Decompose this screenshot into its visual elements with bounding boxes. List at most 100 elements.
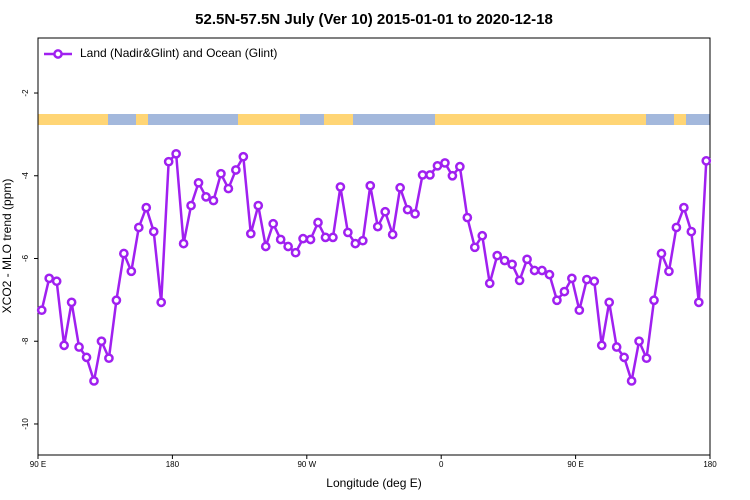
chart-title: 52.5N-57.5N July (Ver 10) 2015-01-01 to … (195, 11, 553, 28)
data-point (425, 170, 435, 180)
x-tick-label: 90 E (567, 460, 583, 469)
data-point (201, 192, 211, 202)
data-point (320, 232, 331, 243)
data-point (626, 376, 637, 386)
data-point (350, 238, 361, 249)
data-point (395, 182, 405, 193)
data-point (611, 342, 622, 352)
data-point (679, 202, 689, 213)
data-point (335, 182, 346, 192)
data-point (231, 165, 241, 175)
data-point (357, 235, 368, 246)
data-point (81, 352, 92, 363)
data-point (701, 156, 712, 166)
data-point (193, 177, 204, 188)
data-point (305, 234, 316, 245)
data-point (693, 297, 704, 308)
data-point (574, 305, 585, 316)
x-tick-label: 90 E (30, 460, 46, 469)
x-tick-label: 180 (703, 460, 717, 469)
data-point (484, 278, 495, 289)
data-point (111, 295, 122, 306)
y-tick-label: -6 (21, 254, 30, 262)
data-point (499, 255, 510, 266)
data-point (365, 180, 376, 191)
data-point (455, 161, 465, 172)
data-point (567, 273, 577, 284)
data-point (36, 305, 47, 316)
data-point (208, 195, 219, 206)
data-point (522, 254, 532, 265)
data-point (686, 226, 697, 237)
data-point (671, 222, 682, 233)
legend-marker (53, 49, 63, 59)
data-point (126, 266, 137, 277)
data-point (96, 336, 107, 347)
data-point (402, 204, 413, 215)
land-ocean-strip (38, 114, 710, 125)
data-point (417, 170, 428, 180)
data-point (283, 241, 293, 252)
data-point (104, 353, 114, 364)
x-tick-label: 90 W (297, 460, 316, 469)
data-point (387, 229, 398, 240)
data-point (223, 183, 234, 194)
data-point (537, 265, 547, 276)
data-point (380, 206, 391, 217)
data-point (328, 232, 338, 243)
plot-frame (37, 37, 711, 456)
data-point (51, 276, 62, 287)
data-point (216, 168, 226, 179)
data-point (514, 275, 525, 286)
data-point (469, 242, 480, 253)
data-point (260, 241, 271, 252)
data-point (186, 200, 196, 211)
data-point (119, 248, 129, 259)
data-point (544, 269, 555, 280)
data-point (178, 238, 189, 249)
y-axis-label: XCO2 - MLO trend (ppm) (0, 179, 14, 314)
data-point (641, 353, 652, 364)
data-point (462, 212, 473, 223)
data-point (634, 336, 644, 347)
legend-label: Land (Nadir&Glint) and Ocean (Glint) (80, 46, 277, 60)
data-point (141, 202, 152, 213)
data-point (74, 342, 84, 352)
data-point (656, 248, 667, 259)
data-point (253, 200, 264, 211)
data-point (649, 295, 659, 306)
y-tick-label: -4 (21, 172, 30, 180)
y-tick-label: -8 (21, 337, 30, 345)
data-point (581, 274, 592, 285)
data-point (619, 352, 629, 363)
data-point (313, 217, 323, 228)
data-point (163, 156, 174, 167)
data-point (529, 265, 540, 276)
data-point (148, 226, 159, 237)
x-tick-label: 0 (439, 460, 444, 469)
data-point (372, 221, 383, 232)
data-point (410, 208, 420, 219)
data-point (238, 151, 249, 162)
data-point (66, 297, 77, 308)
data-point (298, 233, 308, 244)
data-point (596, 340, 607, 351)
data-point (432, 160, 443, 171)
data-point (290, 247, 301, 258)
data-point (492, 250, 503, 261)
data-point (275, 234, 286, 245)
data-point (552, 295, 562, 306)
data-point (604, 297, 615, 308)
data-point (171, 148, 181, 159)
data-point (589, 276, 600, 287)
data-point (477, 230, 488, 241)
x-tick-label: 180 (166, 460, 180, 469)
data-point (59, 340, 69, 351)
y-tick-label: -2 (21, 89, 30, 97)
data-point (133, 222, 144, 233)
data-point (507, 259, 517, 270)
data-point (44, 273, 55, 284)
data-point (245, 228, 256, 239)
data-point (89, 376, 99, 386)
